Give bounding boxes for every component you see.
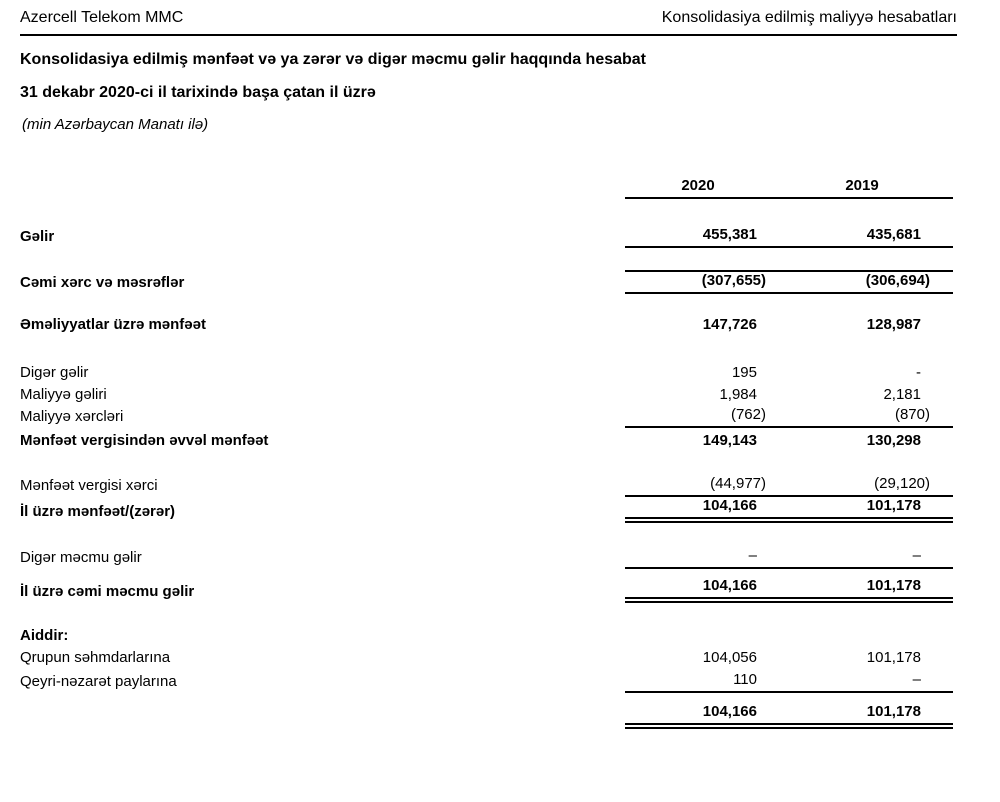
value-2020: 104,056 bbox=[702, 649, 757, 666]
value-2020: 104,166 bbox=[625, 577, 789, 603]
value-2019: 128,987 bbox=[866, 316, 921, 333]
company-name: Azercell Telekom MMC bbox=[20, 9, 184, 26]
column-header-2020: 2020 bbox=[625, 177, 789, 199]
row-label: Qrupun səhmdarlarına bbox=[20, 649, 171, 666]
value-2020: 1,984 bbox=[719, 386, 757, 403]
value-2019: – bbox=[789, 671, 953, 693]
column-header-row: 2020 2019 bbox=[20, 173, 953, 199]
value-2020 bbox=[625, 644, 789, 647]
row-label bbox=[20, 196, 625, 199]
report-type: Konsolidasiya edilmiş maliyyə hesabatlar… bbox=[661, 9, 957, 26]
value-2020: (762) bbox=[625, 406, 789, 428]
table-row: Digər gəlir 195 - bbox=[20, 362, 953, 384]
row-label: Maliyyə xərcləri bbox=[20, 408, 124, 425]
table-row: Digər məcmu gəlir – – bbox=[20, 547, 953, 569]
table-row: Mənfəət vergisindən əvvəl mənfəət 149,14… bbox=[20, 428, 953, 452]
value-2019: (870) bbox=[789, 406, 953, 428]
value-2020: 195 bbox=[731, 364, 757, 381]
table-row: Cəmi xərc və məsrəflər (307,655) (306,69… bbox=[20, 270, 953, 294]
value-2019: - bbox=[916, 364, 921, 381]
value-2020: (44,977) bbox=[625, 475, 789, 497]
table-row: İl üzrə mənfəət/(zərər) 104,166 101,178 bbox=[20, 497, 953, 523]
statement-period: 31 dekabr 2020-ci il tarixində başa çata… bbox=[20, 84, 376, 101]
currency-note: (min Azərbaycan Manatı ilə) bbox=[22, 116, 209, 133]
value-2019: 101,178 bbox=[866, 649, 921, 666]
value-2019: (29,120) bbox=[789, 475, 953, 497]
table-row: Maliyyə gəliri 1,984 2,181 bbox=[20, 384, 953, 406]
row-label: Mənfəət vergisindən əvvəl mənfəət bbox=[20, 432, 269, 449]
table-row: Aiddir: bbox=[20, 625, 953, 647]
value-2019 bbox=[789, 644, 953, 647]
row-label: Mənfəət vergisi xərci bbox=[20, 477, 158, 494]
row-label: Əməliyyatlar üzrə mənfəət bbox=[20, 316, 206, 333]
table-row: Qrupun səhmdarlarına 104,056 101,178 bbox=[20, 647, 953, 669]
table-row: Əməliyyatlar üzrə mənfəət 147,726 128,98… bbox=[20, 314, 953, 336]
row-label: Qeyri-nəzarət paylarına bbox=[20, 673, 177, 690]
value-2019: 101,178 bbox=[789, 497, 953, 523]
statement-table: 2020 2019 Gəlir 455,381 435,681 Cəmi xər… bbox=[20, 173, 953, 729]
value-2020: (307,655) bbox=[625, 270, 789, 294]
value-2020: 147,726 bbox=[702, 316, 757, 333]
row-label bbox=[20, 726, 625, 729]
row-label: Gəlir bbox=[20, 228, 55, 245]
row-label: Digər məcmu gəlir bbox=[20, 549, 142, 566]
value-2020: 104,166 bbox=[625, 703, 789, 729]
value-2020: – bbox=[625, 547, 789, 569]
table-row: İl üzrə cəmi məcmu gəlir 104,166 101,178 bbox=[20, 577, 953, 603]
statement-title: Konsolidasiya edilmiş mənfəət və ya zərə… bbox=[20, 51, 647, 68]
value-2019: – bbox=[789, 547, 953, 569]
value-2020: 455,381 bbox=[625, 226, 789, 248]
table-row: Qeyri-nəzarət paylarına 110 – bbox=[20, 669, 953, 693]
row-label: Aiddir: bbox=[20, 627, 69, 644]
financial-statement-page: Azercell Telekom MMC Konsolidasiya edilm… bbox=[20, 8, 957, 729]
row-label: Maliyyə gəliri bbox=[20, 386, 107, 403]
row-label: İl üzrə cəmi məcmu gəlir bbox=[20, 583, 195, 600]
value-2020: 110 bbox=[625, 671, 789, 693]
table-row: Maliyyə xərcləri (762) (870) bbox=[20, 406, 953, 428]
table-row: Gəlir 455,381 435,681 bbox=[20, 218, 953, 248]
row-label: Cəmi xərc və məsrəflər bbox=[20, 274, 185, 291]
value-2019: 101,178 bbox=[789, 703, 953, 729]
row-label: İl üzrə mənfəət/(zərər) bbox=[20, 503, 176, 520]
value-2020: 104,166 bbox=[625, 497, 789, 523]
value-2019: 435,681 bbox=[789, 226, 953, 248]
value-2019: (306,694) bbox=[789, 270, 953, 294]
row-label: Digər gəlir bbox=[20, 364, 89, 381]
value-2019: 2,181 bbox=[883, 386, 921, 403]
table-row: Mənfəət vergisi xərci (44,977) (29,120) bbox=[20, 475, 953, 497]
total-row: 104,166 101,178 bbox=[20, 703, 953, 729]
value-2019: 101,178 bbox=[789, 577, 953, 603]
page-header: Azercell Telekom MMC Konsolidasiya edilm… bbox=[20, 8, 957, 36]
value-2019: 130,298 bbox=[866, 432, 921, 449]
value-2020: 149,143 bbox=[702, 432, 757, 449]
column-header-2019: 2019 bbox=[789, 177, 953, 199]
